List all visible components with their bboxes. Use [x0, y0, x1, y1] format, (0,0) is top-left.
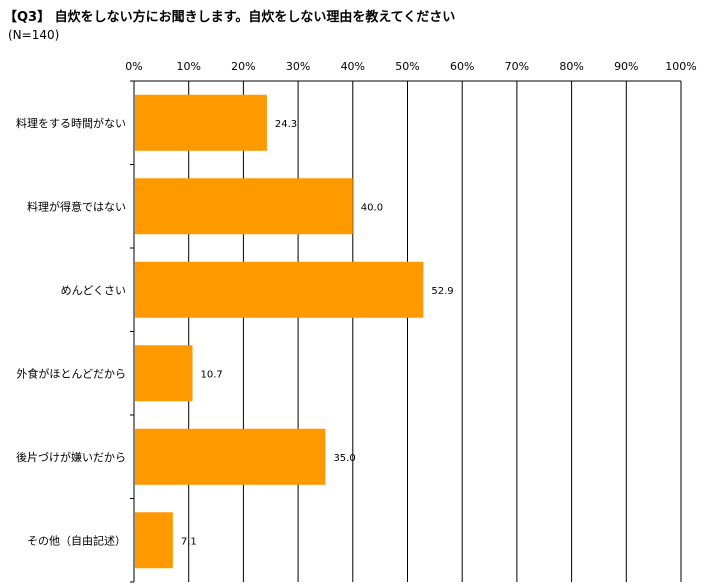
x-tick-label: 50% [395, 60, 419, 73]
x-tick-label: 100% [665, 60, 696, 73]
x-tick-label: 20% [231, 60, 255, 73]
bar [135, 512, 173, 569]
category-label: その他（自由記述） [27, 533, 126, 547]
data-label: 35.0 [333, 453, 355, 464]
category-label: 外食がほとんどだから [16, 366, 126, 380]
x-tick-label: 60% [450, 60, 474, 73]
x-tick-label: 70% [505, 60, 529, 73]
data-label: 10.7 [201, 369, 223, 380]
x-tick-label: 30% [286, 60, 310, 73]
category-label: めんどくさい [61, 284, 126, 297]
bar [135, 94, 267, 151]
x-tick-label: 0% [125, 60, 142, 73]
category-label: 後片づけが嫌いだから [16, 450, 126, 464]
x-tick-label: 10% [176, 60, 200, 73]
bar [135, 345, 193, 402]
data-label: 40.0 [361, 202, 383, 213]
x-tick-label: 90% [614, 60, 638, 73]
x-tick-label: 80% [559, 60, 583, 73]
x-tick-label: 40% [341, 60, 365, 73]
bar [135, 261, 424, 318]
data-label: 7.1 [181, 536, 197, 547]
data-label: 24.3 [275, 119, 297, 130]
bar [135, 428, 326, 485]
category-label: 料理をする時間がない [16, 116, 126, 130]
chart-subtitle: (N=140) [8, 28, 60, 42]
bar [135, 178, 353, 235]
category-label: 料理が得意ではない [27, 199, 126, 213]
data-label: 52.9 [431, 286, 453, 297]
chart-title: 【Q3】 自炊をしない方にお聞きします。自炊をしない理由を教えてください [4, 10, 456, 25]
